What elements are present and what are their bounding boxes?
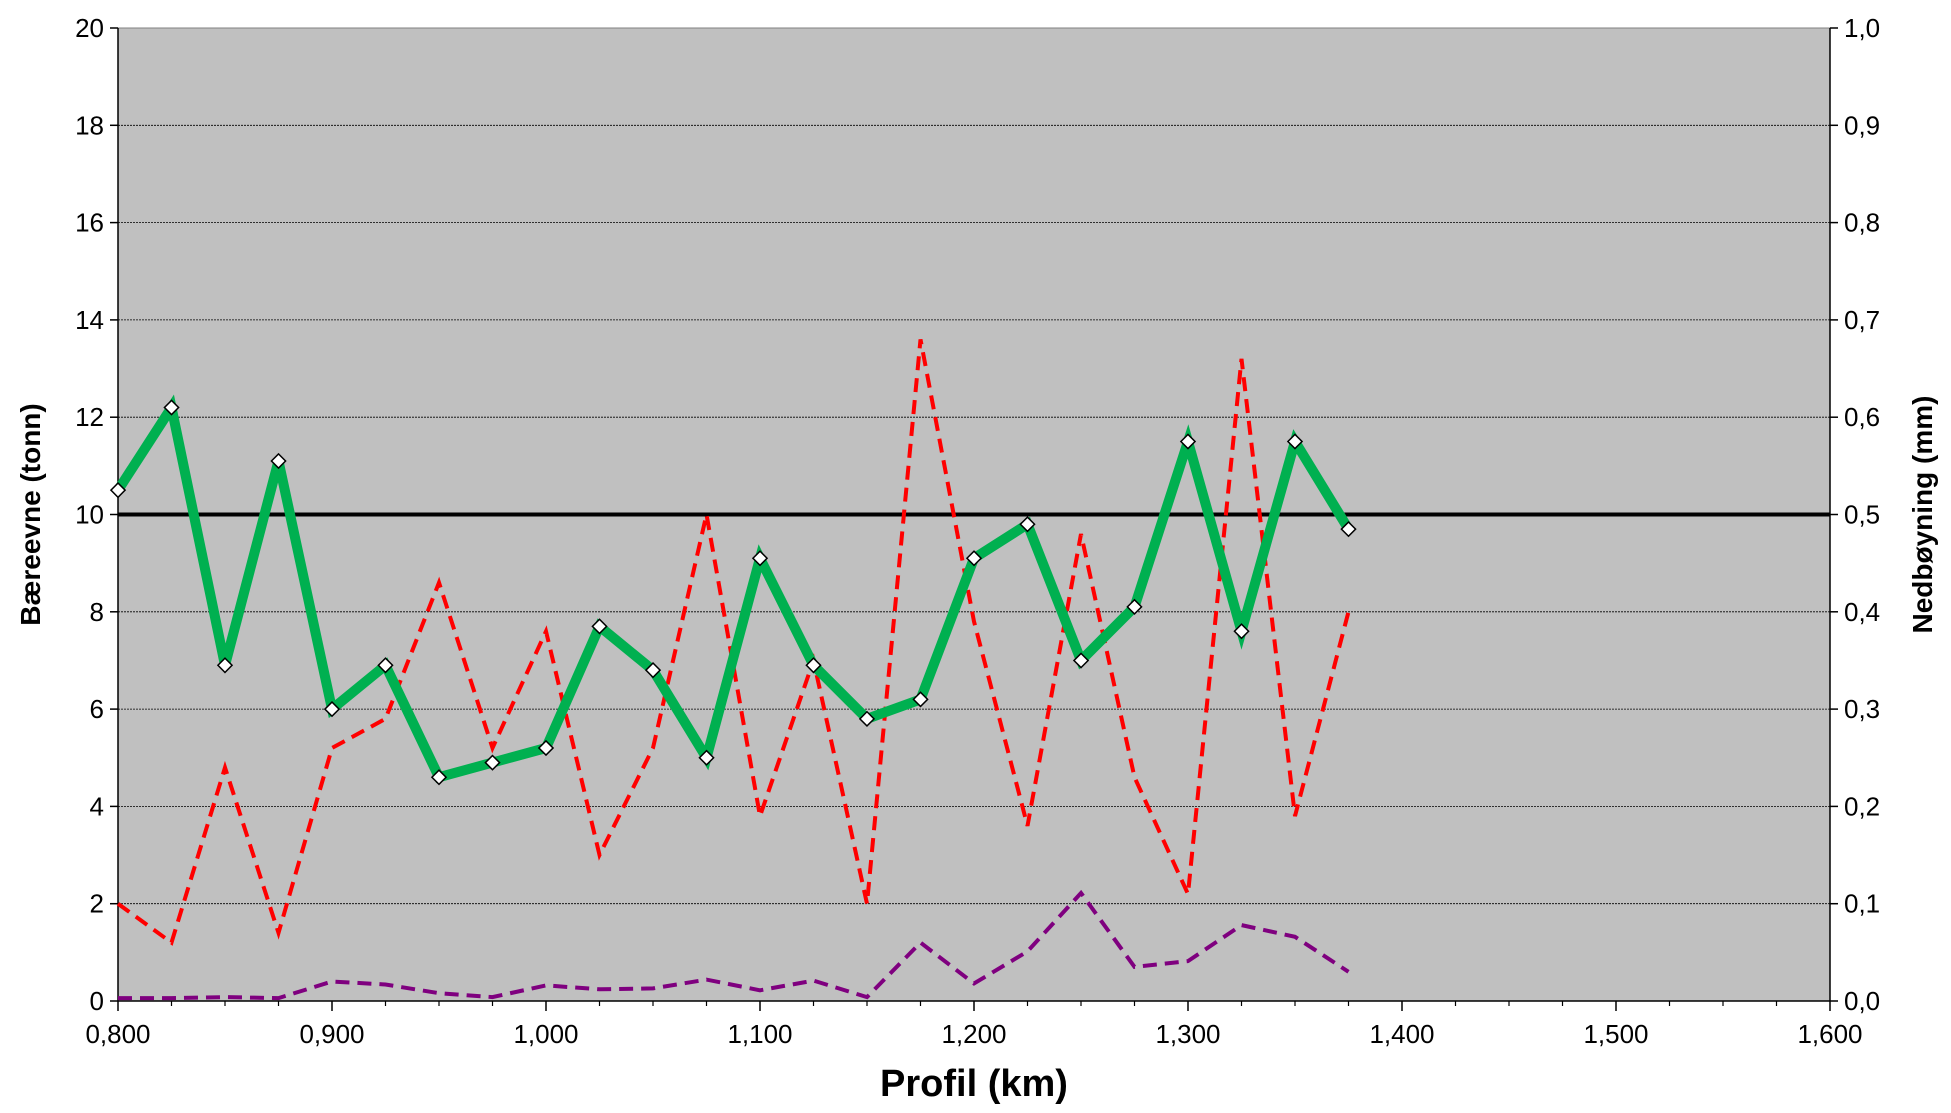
y-tick-label: 8: [90, 597, 104, 627]
y2-axis-title: Nedbøyning (mm): [1907, 396, 1938, 634]
data-point: [858, 710, 876, 727]
y2-tick-label: 0,9: [1844, 110, 1880, 140]
y2-tick-label: 0,1: [1844, 889, 1880, 919]
y2-tick-label: 0,0: [1844, 986, 1880, 1016]
y-tick-label: 4: [90, 791, 104, 821]
x-tick-label: 1,200: [941, 1019, 1006, 1049]
series-line-1: [113, 394, 1353, 784]
y2-tick-label: 0,2: [1844, 791, 1880, 821]
y-tick-label: 16: [75, 208, 104, 238]
data-point: [270, 452, 287, 470]
data-point: [698, 749, 715, 766]
y-tick-label: 20: [75, 13, 104, 43]
y2-tick-label: 0,4: [1844, 597, 1880, 627]
y2-tick-label: 0,8: [1844, 208, 1880, 238]
series-line-2: [116, 339, 1351, 946]
x-tick-label: 1,400: [1369, 1019, 1434, 1049]
data-point: [1072, 652, 1090, 669]
series-layer: [109, 339, 1830, 1001]
data-point: [965, 550, 983, 567]
data-point: [644, 662, 662, 679]
data-point: [216, 657, 234, 674]
x-tick-label: 1,300: [1155, 1019, 1220, 1049]
x-tick-label: 1,000: [513, 1019, 578, 1049]
y-tick-label: 0: [90, 986, 104, 1016]
data-point: [1340, 520, 1357, 538]
data-point: [163, 399, 180, 416]
data-point: [1126, 598, 1143, 616]
x-tick-label: 0,800: [85, 1019, 150, 1049]
x-tick-label: 1,600: [1797, 1019, 1862, 1049]
y-tick-label: 12: [75, 402, 104, 432]
y2-tick-label: 0,3: [1844, 694, 1880, 724]
y-tick-label: 2: [90, 889, 104, 919]
data-point: [805, 657, 822, 674]
x-tick-label: 1,500: [1583, 1019, 1648, 1049]
data-point: [537, 739, 555, 757]
data-point: [323, 700, 341, 718]
data-point: [751, 550, 769, 567]
data-point: [109, 482, 127, 499]
y2-tick-label: 0,7: [1844, 305, 1880, 335]
x-axis-title: Profil (km): [880, 1063, 1068, 1105]
data-point: [1019, 516, 1036, 533]
tick-labels: 0 2 4 6 8 10 12 14 16 18 20 0,0 0,1 0,2 0,3 0,4 0,5 0,6 0,…: [75, 13, 1880, 1049]
data-point: [484, 754, 501, 771]
y-tick-label: 18: [75, 110, 104, 140]
x-tick-label: 1,100: [727, 1019, 792, 1049]
y-axis-title: Bæreevne (tonn): [15, 403, 46, 625]
x-tick-label: 0,900: [299, 1019, 364, 1049]
data-point: [430, 769, 448, 786]
data-point: [591, 618, 608, 635]
y-tick-label: 14: [75, 305, 104, 335]
y2-tick-label: 1,0: [1844, 13, 1880, 43]
gridlines: [118, 124, 1830, 905]
data-point: [377, 657, 394, 674]
y-tick-label: 10: [75, 500, 104, 530]
y-tick-label: 6: [90, 694, 104, 724]
y2-tick-label: 0,6: [1844, 402, 1880, 432]
series-line-3: [118, 889, 1350, 1001]
data-point: [1233, 623, 1250, 640]
data-point: [912, 691, 929, 708]
data-point: [1286, 433, 1304, 450]
data-point: [1179, 433, 1197, 450]
y2-tick-label: 0,5: [1844, 500, 1880, 530]
